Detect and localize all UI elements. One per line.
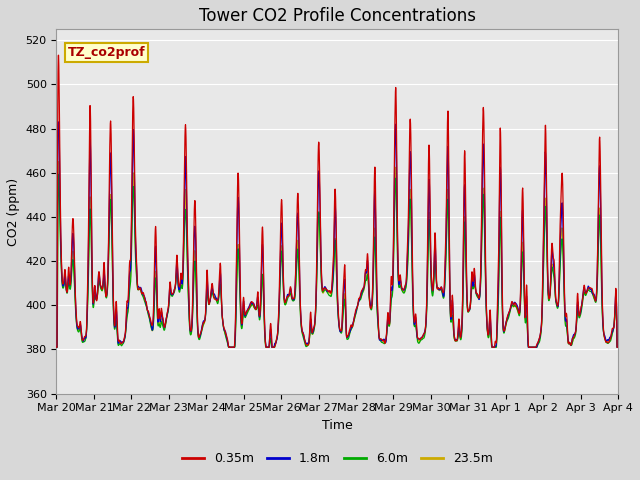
6.0m [52, 344, 60, 350]
1.8m [580, 285, 588, 290]
Line: 6.0m: 6.0m [56, 174, 618, 347]
23.5m [366, 300, 374, 306]
6.0m [54, 171, 62, 177]
Line: 23.5m: 23.5m [56, 162, 618, 347]
0.35m [52, 344, 60, 350]
Line: 0.35m: 0.35m [56, 55, 618, 347]
0.35m [580, 282, 588, 288]
23.5m [54, 159, 62, 165]
1.8m [354, 302, 362, 308]
23.5m [614, 344, 622, 350]
Y-axis label: CO2 (ppm): CO2 (ppm) [7, 178, 20, 245]
1.8m [54, 119, 62, 125]
Line: 1.8m: 1.8m [56, 122, 618, 347]
Legend: 0.35m, 1.8m, 6.0m, 23.5m: 0.35m, 1.8m, 6.0m, 23.5m [177, 447, 498, 470]
6.0m [366, 302, 374, 308]
1.8m [501, 325, 509, 331]
Title: Tower CO2 Profile Concentrations: Tower CO2 Profile Concentrations [199, 7, 476, 25]
X-axis label: Time: Time [322, 419, 353, 432]
1.8m [52, 344, 60, 350]
6.0m [580, 289, 588, 295]
0.35m [54, 52, 62, 58]
6.0m [565, 341, 573, 347]
1.8m [614, 344, 622, 350]
0.35m [565, 340, 573, 346]
1.8m [209, 291, 217, 297]
23.5m [501, 327, 509, 333]
0.35m [366, 303, 374, 309]
6.0m [209, 294, 217, 300]
6.0m [354, 302, 362, 308]
0.35m [209, 290, 217, 296]
23.5m [354, 302, 362, 308]
Text: TZ_co2prof: TZ_co2prof [68, 46, 145, 59]
23.5m [565, 341, 573, 347]
23.5m [209, 291, 217, 297]
1.8m [565, 340, 573, 346]
0.35m [614, 344, 622, 350]
6.0m [614, 344, 622, 350]
1.8m [366, 299, 374, 305]
0.35m [354, 302, 362, 308]
6.0m [501, 328, 509, 334]
23.5m [580, 289, 588, 295]
0.35m [501, 327, 509, 333]
23.5m [52, 344, 60, 350]
